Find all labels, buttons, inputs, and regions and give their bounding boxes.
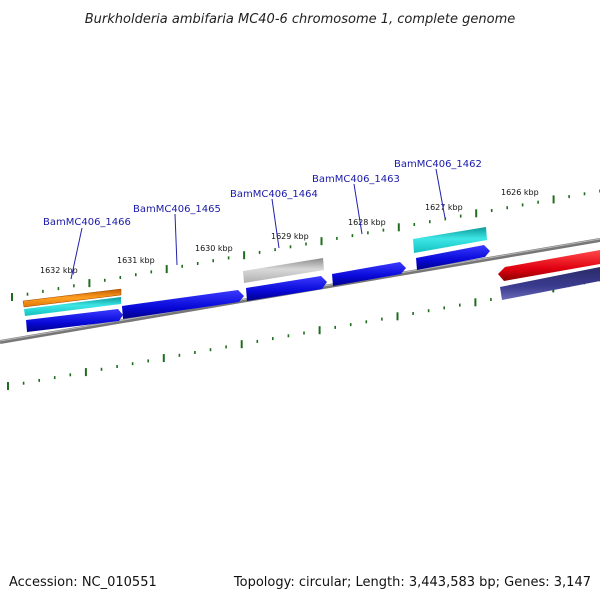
ruler-label-1628: 1628 kbp <box>348 218 386 227</box>
gene-label-bammc406-1466[interactable]: BamMC406_1466 <box>43 217 131 228</box>
gene-label-leader <box>70 227 83 280</box>
cds-arrow-bammc406-1462[interactable] <box>416 245 490 270</box>
map-title: Burkholderia ambifaria MC40-6 chromosome… <box>85 12 515 27</box>
gene-label-bammc406-1462[interactable]: BamMC406_1462 <box>394 159 482 170</box>
gene-label-bammc406-1464[interactable]: BamMC406_1464 <box>230 189 318 200</box>
ruler-label-1626: 1626 kbp <box>501 188 539 197</box>
ruler-label-1627: 1627 kbp <box>425 203 463 212</box>
ruler-label-1629: 1629 kbp <box>271 232 309 241</box>
topology-summary: Topology: circular; Length: 3,443,583 bp… <box>233 575 591 590</box>
cds-arrow-bammc406-1465[interactable] <box>122 290 244 319</box>
cds-arrow-bammc406-1466[interactable] <box>26 309 123 332</box>
feature-red-arrow[interactable] <box>498 250 600 281</box>
feature-slate[interactable] <box>500 267 600 300</box>
gene-label-leader <box>174 213 178 266</box>
gene-label-leader <box>271 198 280 249</box>
gene-label-bammc406-1463[interactable]: BamMC406_1463 <box>312 174 400 185</box>
accession-text: Accession: NC_010551 <box>9 575 157 590</box>
gene-label-leader <box>353 183 363 235</box>
feature-teal[interactable] <box>413 227 487 253</box>
feature-grey[interactable] <box>243 258 324 283</box>
cds-arrow-bammc406-1464[interactable] <box>246 276 327 301</box>
gene-label-bammc406-1465[interactable]: BamMC406_1465 <box>133 204 221 215</box>
ruler-label-1632: 1632 kbp <box>40 266 78 275</box>
feature-teal-short[interactable] <box>24 297 121 316</box>
outer-ruler-ticks <box>11 189 600 301</box>
feature-orange[interactable] <box>22 288 122 308</box>
ruler-label-1630: 1630 kbp <box>195 244 233 253</box>
gene-label-leader <box>435 168 446 219</box>
cds-arrow-bammc406-1463[interactable] <box>332 262 406 286</box>
ruler-label-1631: 1631 kbp <box>117 256 155 265</box>
